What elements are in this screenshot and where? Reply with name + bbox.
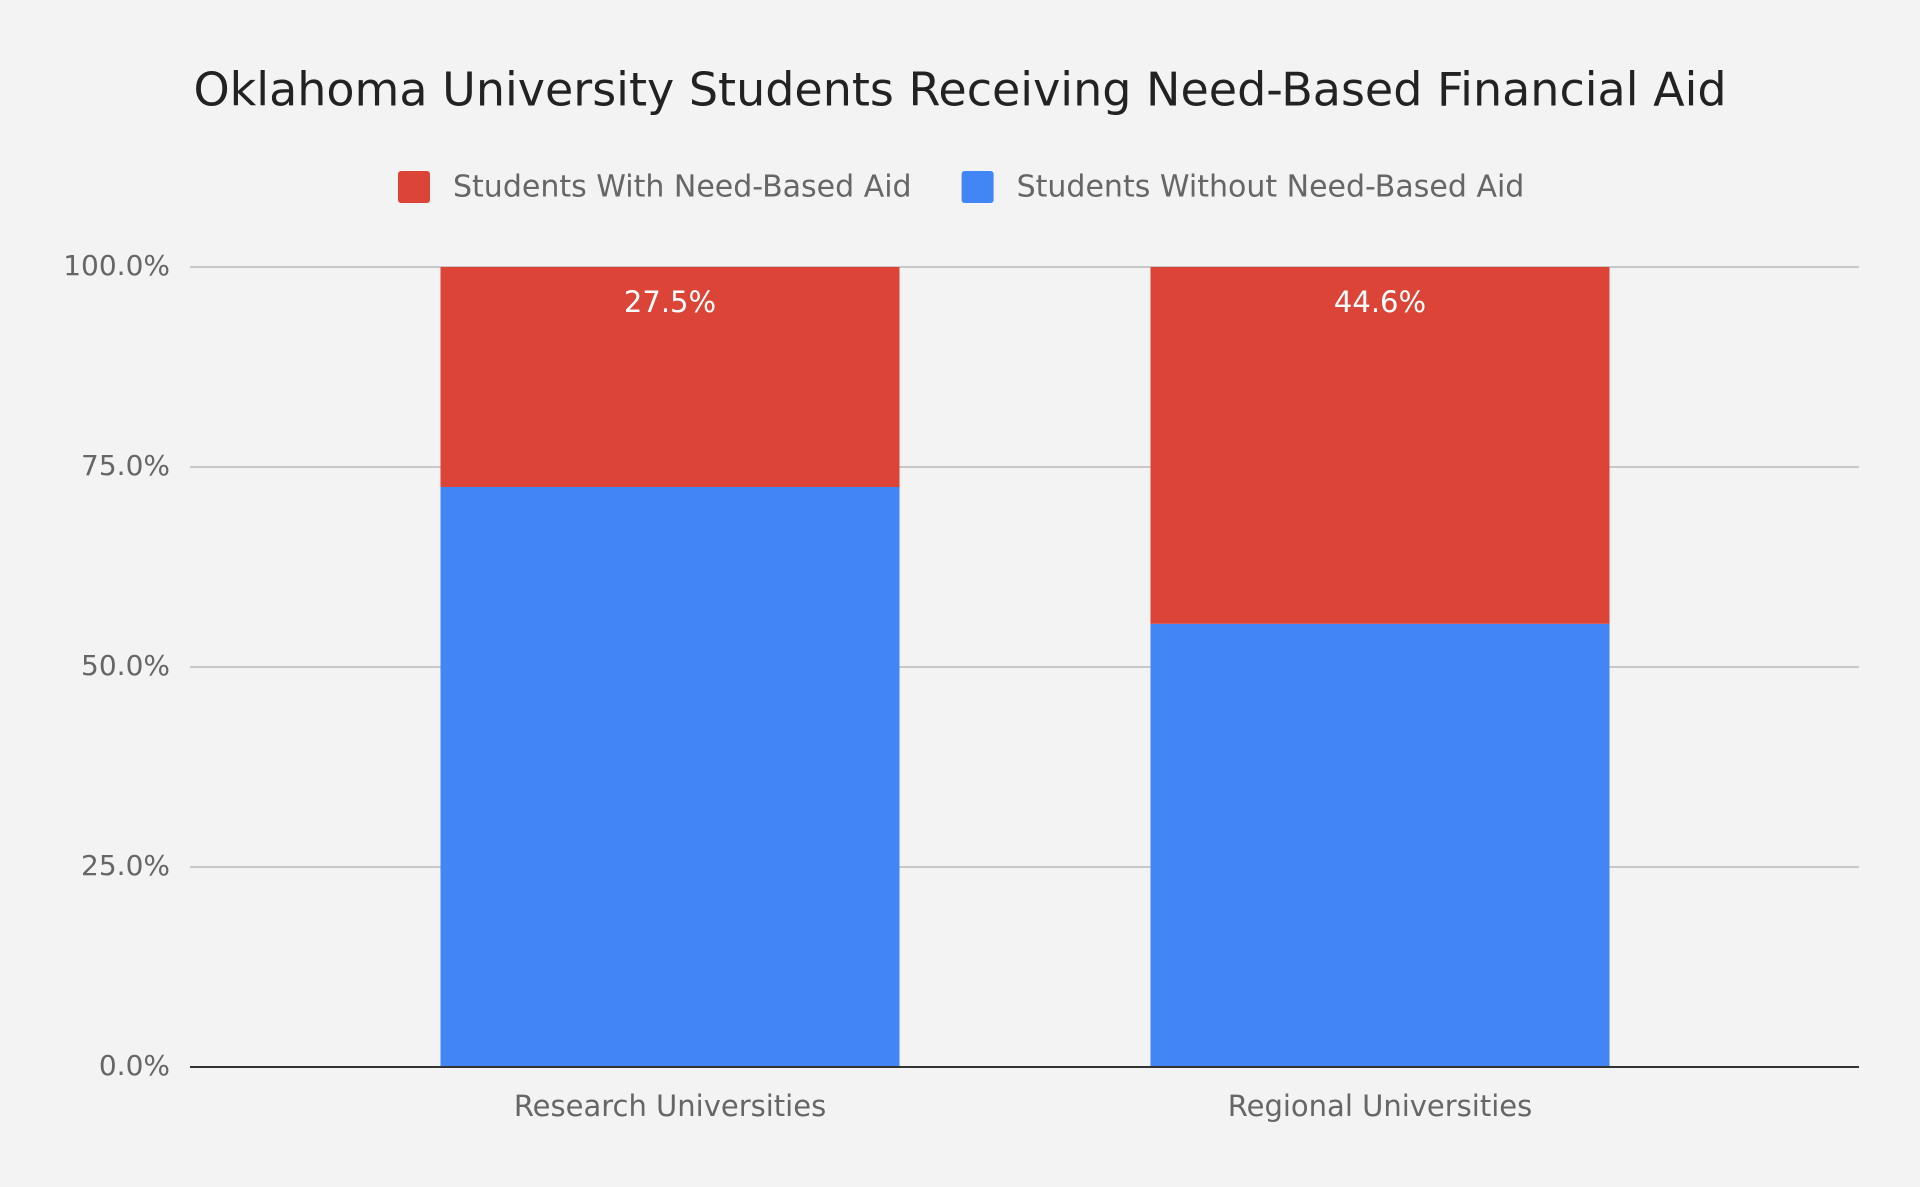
y-tick-label: 25.0% (81, 849, 170, 882)
bar-segment (440, 267, 900, 487)
y-tick-label: 0.0% (99, 1049, 170, 1082)
x-tick-label: Research Universities (514, 1089, 826, 1123)
data-label: 44.6% (1334, 285, 1426, 319)
y-tick-label: 75.0% (81, 449, 170, 482)
legend-swatch (398, 171, 430, 203)
legend-label: Students With Need-Based Aid (453, 170, 912, 205)
x-tick-label: Regional Universities (1228, 1089, 1532, 1123)
data-label: 27.5% (624, 285, 716, 319)
bar-segment (1150, 623, 1610, 1067)
legend-label: Students Without Need-Based Aid (1017, 170, 1525, 205)
bar-segment (440, 487, 900, 1067)
bar-segment (1150, 267, 1610, 624)
legend-swatch (961, 171, 994, 203)
chart-title: Oklahoma University Students Receiving N… (193, 63, 1726, 117)
y-tick-label: 100.0% (63, 249, 170, 282)
y-tick-label: 50.0% (81, 649, 170, 682)
